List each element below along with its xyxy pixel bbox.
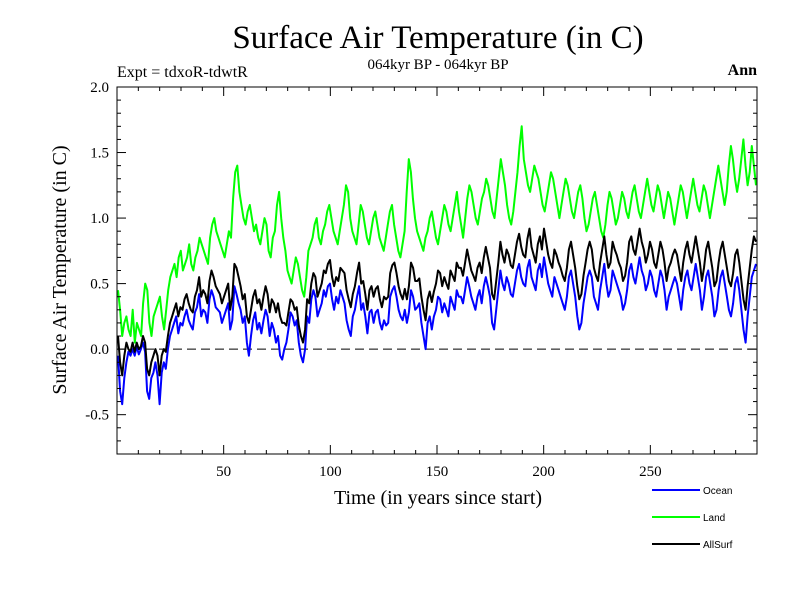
y-tick-label: -0.5	[85, 408, 109, 424]
y-tick-label: 1.5	[90, 146, 109, 162]
plot-area	[117, 125, 757, 406]
y-axis-label: Surface Air Temperature (in C)	[49, 145, 71, 394]
x-tick-label: 100	[319, 464, 342, 480]
legend-label-land: Land	[703, 513, 725, 524]
series-line-allsurf	[117, 227, 757, 377]
y-tick-label: 0.0	[90, 342, 109, 358]
legend-label-ocean: Ocean	[703, 486, 732, 497]
legend: Ocean Land AllSurf	[652, 486, 733, 551]
series-line-land	[117, 125, 757, 344]
experiment-label: Expt = tdxoR-tdwtR	[117, 64, 248, 81]
y-tick-label: 1.0	[90, 211, 109, 227]
x-tick-label: 200	[532, 464, 555, 480]
series-line-ocean	[117, 256, 757, 406]
y-tick-label: 0.5	[90, 277, 109, 293]
annual-label: Ann	[728, 62, 757, 79]
x-tick-label: 50	[216, 464, 231, 480]
x-axis-label: Time (in years since start)	[334, 487, 542, 509]
legend-label-allsurf: AllSurf	[703, 540, 733, 551]
axes: 50 100 150 200 250 -0.5 0.0 0.5 1.0 1.5 2.0	[85, 80, 758, 480]
x-tick-label: 250	[639, 464, 662, 480]
x-tick-label: 150	[426, 464, 449, 480]
chart-title: Surface Air Temperature (in C)	[232, 20, 643, 56]
y-tick-label: 2.0	[90, 80, 109, 96]
chart-subtitle: 064kyr BP - 064kyr BP	[367, 57, 508, 73]
